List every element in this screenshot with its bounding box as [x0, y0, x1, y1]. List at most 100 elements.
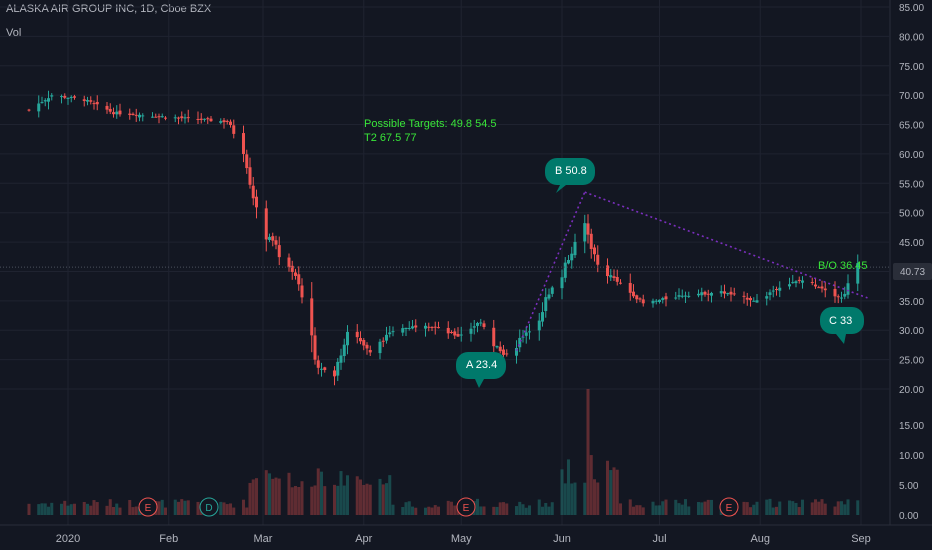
candle-body — [677, 295, 681, 297]
candle-body — [300, 285, 304, 298]
candle-body — [365, 344, 369, 349]
candle-body — [271, 236, 275, 241]
candle-body — [537, 320, 541, 331]
volume-bar — [801, 499, 804, 515]
callout-a[interactable]: A 23.4 — [456, 352, 506, 388]
candle-body — [437, 327, 440, 329]
volume-bar — [414, 507, 418, 515]
volume-bar — [479, 506, 483, 515]
candle-body — [593, 247, 596, 255]
event-marker[interactable]: D — [199, 497, 219, 517]
volume-bar — [680, 504, 684, 515]
volume-bar — [820, 499, 824, 515]
volume-bar — [50, 502, 54, 515]
candle-body — [105, 105, 109, 110]
candle-body — [492, 327, 496, 347]
volume-bar — [589, 455, 593, 515]
volume-bar — [112, 506, 115, 515]
candle-body — [112, 112, 115, 115]
candle-body — [108, 108, 112, 112]
volume-bar — [294, 486, 297, 515]
candle-body — [840, 297, 843, 299]
candle-body — [342, 344, 346, 357]
event-marker[interactable]: E — [719, 497, 739, 517]
candle-body — [245, 154, 249, 169]
volume-bar — [674, 499, 678, 515]
candle-body — [706, 293, 710, 295]
volume-bar — [310, 486, 314, 515]
candle-body — [138, 114, 141, 118]
volume-bar — [118, 507, 122, 515]
volume-bar — [664, 499, 668, 515]
volume-bar — [518, 501, 522, 515]
volume-bar — [164, 507, 167, 515]
volume-bar — [651, 501, 655, 515]
volume-bar — [297, 486, 301, 515]
volume-bar — [550, 502, 554, 515]
event-marker[interactable]: E — [138, 497, 158, 517]
candle-body — [43, 100, 47, 102]
volume-bar — [502, 502, 505, 515]
volume-bar — [778, 501, 782, 515]
volume-bar — [359, 479, 362, 515]
volume-bar — [697, 502, 700, 515]
volume-bar — [749, 507, 752, 515]
candle-body — [134, 114, 138, 116]
candle-body — [323, 367, 327, 370]
candle-body — [313, 335, 317, 360]
event-marker[interactable]: E — [456, 497, 476, 517]
candle-body — [742, 295, 746, 297]
candle-body — [641, 299, 645, 304]
candle-body — [752, 300, 756, 302]
volume-bar — [596, 482, 600, 515]
volume-bar — [742, 501, 746, 515]
time-axis-label: Aug — [750, 533, 770, 545]
volume-bar — [476, 498, 479, 515]
volume-bar — [836, 501, 840, 515]
candle-body — [833, 288, 837, 297]
candle-body — [732, 293, 736, 295]
volume-bar — [313, 485, 317, 515]
volume-bar — [521, 504, 525, 515]
candle-body — [199, 118, 203, 120]
candle-body — [612, 276, 616, 278]
callout-b[interactable]: B 50.8 — [545, 158, 595, 193]
candle-body — [567, 259, 570, 264]
candle-body — [225, 120, 229, 122]
candle-body — [242, 133, 245, 155]
volume-bar — [277, 478, 281, 515]
candle-body — [209, 118, 213, 122]
candle-body — [446, 327, 450, 334]
candle-body — [654, 300, 658, 302]
time-axis-label: May — [451, 533, 472, 545]
price-tick-label: 80.00 — [899, 32, 924, 43]
candle-body — [615, 276, 619, 282]
volume-bar — [219, 501, 223, 515]
candle-body — [60, 96, 63, 98]
candle-body — [846, 283, 850, 295]
candle-body — [287, 257, 291, 268]
volume-bar — [160, 499, 164, 515]
volume-bar — [37, 504, 41, 515]
volume-bar — [92, 500, 96, 515]
volume-tick-label: 0.00 — [899, 511, 919, 522]
candle-body — [131, 113, 135, 116]
candle-body — [856, 263, 860, 284]
volume-bar — [797, 507, 801, 515]
price-tick-label: 50.00 — [899, 209, 924, 220]
callout-c[interactable]: C 33 — [820, 307, 864, 344]
candle-body — [814, 284, 817, 287]
volume-bar — [840, 501, 843, 515]
candle-body — [255, 196, 258, 208]
callout-a-text: A 23.4 — [466, 359, 497, 371]
candle-body — [843, 293, 847, 297]
candle-body — [619, 282, 622, 284]
candle-body — [229, 121, 232, 125]
candle-body — [823, 288, 827, 291]
callout-c-text: C 33 — [829, 315, 852, 327]
volume-bar — [710, 499, 713, 515]
time-axis-label: Sep — [851, 533, 871, 545]
candle-body — [505, 353, 509, 355]
